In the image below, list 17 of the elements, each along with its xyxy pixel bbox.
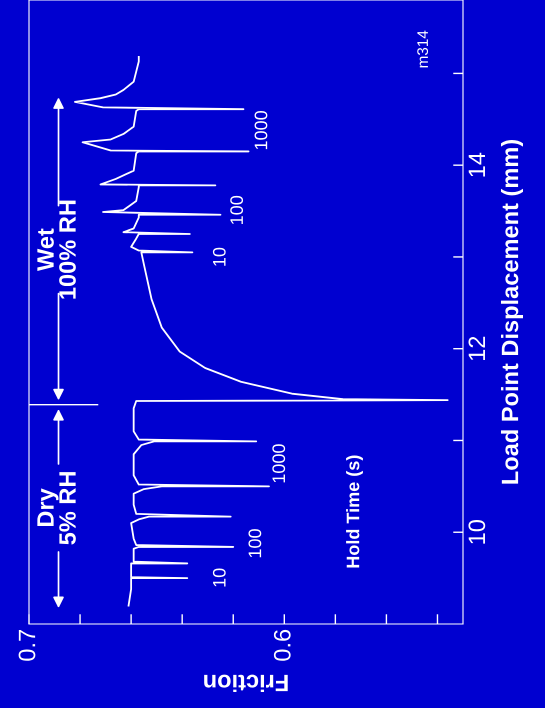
x-tick-label: 0.6 <box>274 630 291 661</box>
annotation: Dry 5% RH <box>37 472 76 545</box>
annotation: 10 <box>212 248 226 266</box>
y-tick-label: 10 <box>468 520 486 544</box>
y-axis-title: Load Point Displacement (mm) <box>500 140 523 484</box>
y-tick-label: 14 <box>468 152 485 177</box>
annotation: 1000 <box>254 111 268 150</box>
x-tick-label: 0.7 <box>18 630 36 661</box>
annotation: 100 <box>248 529 262 558</box>
annotation: 100 <box>230 196 244 224</box>
annotation: 1000 <box>272 444 286 482</box>
annotation: 10 <box>212 568 226 586</box>
y-tick-label: 12 <box>468 336 485 360</box>
annotation: Wet 100% RH <box>37 200 76 299</box>
annotation: Hold Time (s) <box>346 456 363 568</box>
x-axis-title: Friction <box>204 674 288 692</box>
annotation: m314 <box>417 30 428 68</box>
